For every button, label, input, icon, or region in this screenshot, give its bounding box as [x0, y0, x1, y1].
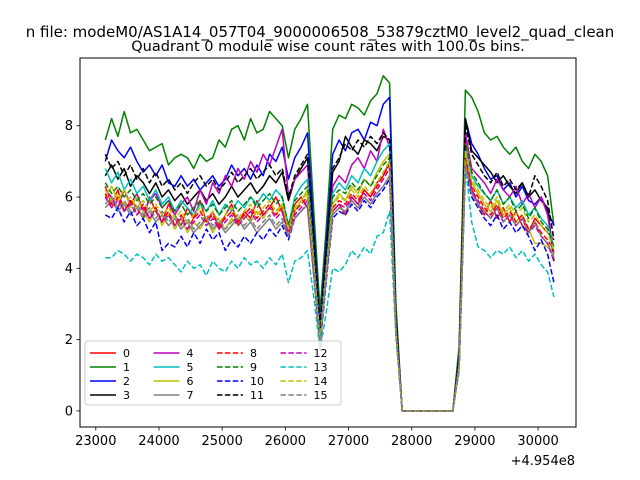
legend-label-9: 9 [250, 361, 257, 374]
legend-label-11: 11 [250, 389, 264, 402]
x-tick-label: 25000 [201, 434, 242, 449]
series-line-13 [105, 164, 555, 412]
legend-label-10: 10 [250, 375, 264, 388]
series-line-11 [104, 124, 555, 412]
legend-label-5: 5 [187, 361, 194, 374]
legend-box [84, 340, 342, 406]
x-tick-label: 28000 [391, 434, 432, 449]
series-line-15 [104, 164, 555, 412]
figure-suptitle: n file: modeM0/AS1A14_057T04_9000006508_… [26, 23, 615, 42]
legend-label-4: 4 [187, 347, 194, 360]
legend-label-13: 13 [314, 361, 328, 374]
x-tick-label: 26000 [265, 434, 306, 449]
chart-title: Quadrant 0 module wise count rates with … [131, 39, 525, 55]
legend-label-0: 0 [123, 347, 130, 360]
legend-label-2: 2 [123, 375, 130, 388]
x-tick-label: 30000 [517, 434, 558, 449]
y-tick-label: 4 [65, 262, 73, 277]
legend-label-14: 14 [314, 375, 328, 388]
x-tick-label: 29000 [454, 434, 495, 449]
y-tick-label: 2 [65, 333, 73, 348]
legend-label-8: 8 [250, 347, 257, 360]
x-tick-label: 27000 [328, 434, 369, 449]
x-tick-label: 23000 [75, 434, 116, 449]
legend-label-7: 7 [187, 389, 194, 402]
plot-frame [79, 57, 577, 428]
legend-label-12: 12 [314, 347, 328, 360]
y-tick-label: 6 [65, 191, 73, 206]
legend-label-6: 6 [187, 375, 194, 388]
y-tick-label: 8 [65, 119, 73, 134]
legend-label-15: 15 [314, 389, 328, 402]
series-line-12 [104, 160, 555, 412]
x-axis: 23000 24000 25000 26000 27000 28000 29000 30000 [75, 427, 559, 449]
series-line-2 [104, 96, 555, 412]
series-layer [104, 75, 555, 412]
y-tick-label: 0 [65, 404, 73, 419]
legend-label-3: 3 [123, 389, 130, 402]
series-line-9 [104, 142, 555, 412]
legend-label-1: 1 [123, 361, 130, 374]
x-axis-offset-label: +4.954e8 [511, 454, 575, 469]
x-tick-label: 24000 [138, 434, 179, 449]
series-line-14 [104, 149, 555, 412]
series-line-1 [104, 75, 555, 412]
y-axis: 0 2 4 6 8 [65, 119, 80, 419]
